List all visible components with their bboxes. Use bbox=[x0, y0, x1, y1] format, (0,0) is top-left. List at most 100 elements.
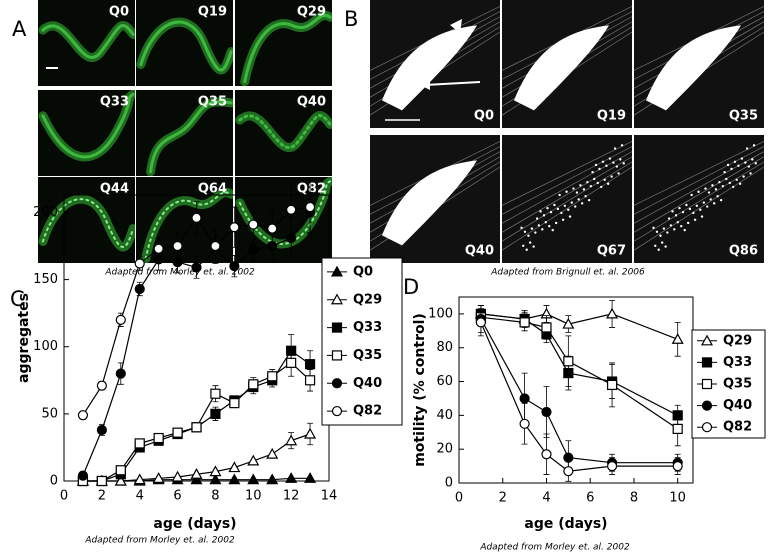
puncta bbox=[730, 167, 733, 171]
marker bbox=[562, 317, 575, 329]
puncta bbox=[702, 201, 705, 204]
puncta bbox=[549, 210, 553, 214]
micrograph bbox=[235, 90, 332, 176]
marker bbox=[210, 240, 221, 252]
puncta bbox=[589, 184, 593, 188]
worm-core bbox=[238, 180, 332, 245]
puncta bbox=[652, 226, 655, 229]
series-line bbox=[480, 322, 678, 472]
puncta bbox=[605, 164, 608, 167]
cell-label: Q35 bbox=[198, 95, 227, 110]
x-tick-label: 14 bbox=[321, 489, 338, 504]
puncta bbox=[752, 144, 756, 147]
legend-label: Q40 bbox=[353, 376, 382, 391]
worm-core bbox=[41, 198, 135, 248]
puncta bbox=[662, 227, 666, 230]
marker bbox=[248, 379, 259, 390]
marker bbox=[134, 438, 145, 449]
marker bbox=[541, 449, 552, 460]
cell-label: Q64 bbox=[198, 182, 227, 197]
cell-label: Q40 bbox=[465, 244, 494, 259]
puncta bbox=[712, 202, 716, 205]
marker bbox=[191, 262, 202, 273]
marker bbox=[671, 333, 684, 344]
marker bbox=[96, 380, 107, 391]
marker bbox=[191, 212, 202, 223]
marker bbox=[115, 314, 126, 325]
puncta bbox=[671, 210, 674, 213]
puncta bbox=[610, 175, 613, 178]
marker bbox=[229, 222, 240, 233]
puncta bbox=[699, 208, 702, 211]
puncta bbox=[587, 198, 591, 202]
legend-marker bbox=[701, 422, 713, 433]
puncta bbox=[560, 211, 563, 215]
puncta bbox=[556, 207, 560, 211]
puncta bbox=[742, 175, 745, 178]
x-axis-title: age (days) bbox=[524, 516, 607, 532]
x-tick-label: 0 bbox=[455, 491, 463, 506]
marker bbox=[248, 219, 259, 230]
marker bbox=[114, 474, 127, 486]
puncta bbox=[692, 211, 695, 215]
neurite bbox=[502, 156, 632, 233]
cell-label: Q19 bbox=[597, 109, 626, 124]
image-background bbox=[38, 0, 135, 86]
puncta bbox=[688, 207, 692, 211]
puncta bbox=[747, 165, 751, 168]
arrowhead bbox=[450, 19, 462, 33]
puncta bbox=[574, 205, 577, 208]
puncta bbox=[721, 184, 725, 188]
puncta bbox=[716, 194, 719, 198]
puncta bbox=[754, 162, 757, 165]
puncta bbox=[572, 187, 575, 190]
puncta bbox=[655, 230, 659, 233]
y-tick-label: 40 bbox=[436, 408, 453, 423]
marker bbox=[171, 470, 184, 482]
legend-label: Q35 bbox=[723, 377, 752, 392]
puncta bbox=[591, 170, 594, 174]
puncta bbox=[695, 204, 699, 207]
puncta bbox=[613, 147, 617, 150]
y-tick-label: 100 bbox=[428, 306, 453, 321]
puncta bbox=[685, 203, 688, 207]
puncta bbox=[690, 193, 693, 197]
image-background bbox=[235, 90, 332, 176]
puncta bbox=[728, 181, 731, 185]
marker bbox=[285, 472, 298, 483]
puncta bbox=[568, 215, 572, 218]
marker bbox=[267, 371, 278, 382]
puncta bbox=[544, 220, 547, 224]
puncta bbox=[704, 187, 707, 190]
marker bbox=[115, 368, 126, 379]
legend-label: Q40 bbox=[723, 398, 752, 413]
marker bbox=[266, 447, 279, 459]
x-axis-title: age (days) bbox=[153, 516, 236, 532]
legend-marker bbox=[700, 334, 714, 346]
puncta bbox=[561, 218, 565, 221]
legend-marker bbox=[701, 357, 713, 368]
puncta bbox=[528, 241, 532, 244]
marker bbox=[209, 473, 222, 485]
puncta bbox=[554, 221, 558, 225]
puncta bbox=[693, 218, 697, 221]
marker bbox=[606, 379, 618, 391]
marker bbox=[210, 408, 221, 419]
marker bbox=[228, 461, 241, 473]
puncta bbox=[706, 205, 709, 208]
x-tick-label: 8 bbox=[630, 491, 638, 506]
puncta bbox=[603, 178, 606, 181]
marker bbox=[286, 204, 297, 215]
puncta bbox=[709, 198, 712, 201]
puncta bbox=[673, 228, 676, 231]
micrograph bbox=[502, 135, 632, 263]
marker bbox=[247, 473, 260, 485]
puncta bbox=[537, 224, 541, 227]
puncta bbox=[522, 244, 525, 247]
puncta bbox=[738, 182, 742, 185]
x-tick-label: 0 bbox=[60, 489, 68, 504]
puncta bbox=[686, 221, 690, 225]
marker bbox=[77, 470, 89, 481]
puncta bbox=[620, 144, 624, 147]
puncta bbox=[666, 231, 669, 234]
